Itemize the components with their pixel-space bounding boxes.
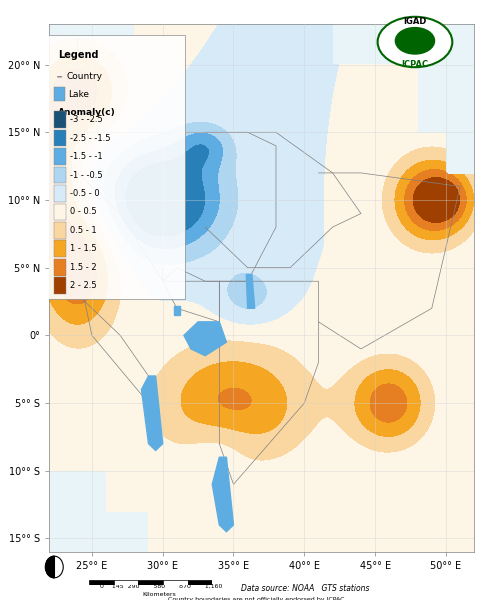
Text: -1.5 - -1: -1.5 - -1: [70, 152, 102, 161]
Text: 0.5 - 1: 0.5 - 1: [70, 226, 96, 235]
FancyBboxPatch shape: [54, 259, 66, 276]
Polygon shape: [246, 274, 255, 308]
Text: Country boundaries are not officially endorsed by ICPAC: Country boundaries are not officially en…: [168, 597, 345, 600]
Bar: [114, 580, 138, 585]
Text: 1 - 1.5: 1 - 1.5: [70, 244, 96, 253]
Text: Data source: NOAA   GTS stations: Data source: NOAA GTS stations: [241, 584, 369, 593]
FancyBboxPatch shape: [54, 277, 66, 295]
Text: -2.5 - -1.5: -2.5 - -1.5: [70, 134, 110, 143]
Bar: [163, 580, 188, 585]
FancyBboxPatch shape: [54, 148, 66, 165]
Circle shape: [395, 28, 435, 54]
Polygon shape: [141, 376, 163, 451]
Text: IGAD: IGAD: [403, 16, 427, 25]
Wedge shape: [45, 556, 54, 578]
Text: -0.5 - 0: -0.5 - 0: [70, 189, 99, 198]
FancyBboxPatch shape: [54, 185, 66, 202]
Text: 2 - 2.5: 2 - 2.5: [70, 281, 96, 290]
Polygon shape: [212, 457, 234, 532]
Text: ICPAC: ICPAC: [402, 60, 428, 69]
Text: Anomaly(c): Anomaly(c): [58, 109, 116, 118]
Text: Legend: Legend: [58, 50, 98, 61]
FancyBboxPatch shape: [54, 111, 66, 128]
Text: -3 - -2.5: -3 - -2.5: [70, 115, 103, 124]
Polygon shape: [174, 305, 180, 315]
FancyBboxPatch shape: [54, 130, 66, 146]
Polygon shape: [184, 322, 226, 356]
Text: Country: Country: [66, 73, 102, 82]
Bar: [138, 580, 163, 585]
Circle shape: [377, 17, 453, 67]
FancyBboxPatch shape: [54, 88, 65, 101]
Bar: [188, 580, 212, 585]
Text: 0    145  290       580       870       1,160: 0 145 290 580 870 1,160: [100, 584, 223, 589]
Text: Lake: Lake: [69, 90, 89, 99]
FancyBboxPatch shape: [54, 241, 66, 257]
Bar: [89, 580, 114, 585]
FancyBboxPatch shape: [54, 167, 66, 184]
Text: 1.5 - 2: 1.5 - 2: [70, 263, 96, 272]
Text: 0 - 0.5: 0 - 0.5: [70, 208, 96, 217]
Text: -1 - -0.5: -1 - -0.5: [70, 170, 102, 179]
Text: Kilometers: Kilometers: [143, 592, 177, 596]
FancyBboxPatch shape: [54, 222, 66, 239]
FancyBboxPatch shape: [45, 35, 185, 299]
FancyBboxPatch shape: [54, 203, 66, 220]
